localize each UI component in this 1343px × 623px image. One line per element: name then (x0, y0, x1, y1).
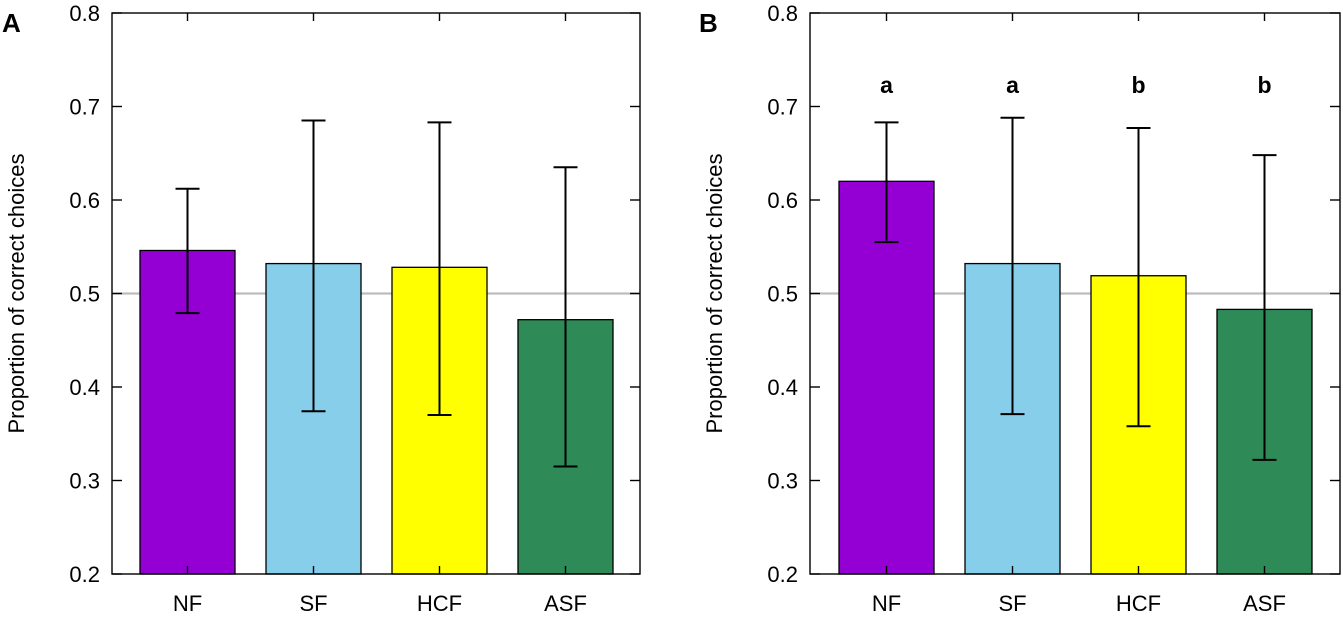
y-tick-label: 0.2 (69, 562, 100, 587)
panel-a: NF SF HCF ASF 0.2 0.3 0.4 0.5 0.6 0.7 0.8 Proportio… (2, 1, 641, 616)
y-tick-label: 0.6 (69, 188, 100, 213)
y-tick-label: 0.4 (69, 375, 100, 400)
error-bar-hcf (427, 121, 452, 417)
y-tick-label: 0.6 (767, 188, 798, 213)
error-bar-sf (301, 119, 326, 413)
y-tick-label: 0.5 (767, 282, 798, 307)
y-axis-title: Proportion of correct choices (4, 153, 29, 433)
error-bar-nf (175, 187, 200, 315)
y-axis-title: Proportion of correct choices (702, 153, 727, 433)
x-tick-label-sf: SF (299, 591, 327, 616)
y-tick-label: 0.7 (69, 95, 100, 120)
error-bar-hcf (1126, 127, 1151, 428)
panel-b: NF a SF a HCF b ASF b 0.2 0.3 0.4 0.5 0.6 0.7 0.8 Propo… (699, 1, 1341, 616)
significance-label-hcf: b (1131, 72, 1145, 98)
bar-nf (838, 180, 935, 575)
significance-label-nf: a (880, 72, 893, 98)
panel-label: A (2, 8, 21, 38)
y-tick-label: 0.5 (69, 282, 100, 307)
x-tick-label-asf: ASF (1243, 591, 1286, 616)
y-tick-label: 0.4 (767, 375, 798, 400)
y-tick-label: 0.2 (767, 562, 798, 587)
x-tick-label-hcf: HCF (1116, 591, 1161, 616)
y-tick-label: 0.3 (69, 469, 100, 494)
error-bar-nf (874, 121, 899, 244)
panel-label: B (699, 8, 718, 38)
y-tick-label: 0.3 (767, 469, 798, 494)
significance-label-sf: a (1006, 72, 1019, 98)
x-tick-label-hcf: HCF (417, 591, 462, 616)
error-bar-sf (1000, 116, 1025, 416)
x-tick-label-asf: ASF (544, 591, 587, 616)
x-tick-label-nf: NF (872, 591, 901, 616)
error-bar-asf (553, 166, 578, 468)
y-tick-label: 0.8 (69, 1, 100, 26)
y-tick-label: 0.7 (767, 95, 798, 120)
significance-label-asf: b (1257, 72, 1271, 98)
error-bar-asf (1252, 154, 1277, 461)
y-tick-label: 0.8 (767, 1, 798, 26)
x-tick-label-nf: NF (173, 591, 202, 616)
x-tick-label-sf: SF (998, 591, 1026, 616)
